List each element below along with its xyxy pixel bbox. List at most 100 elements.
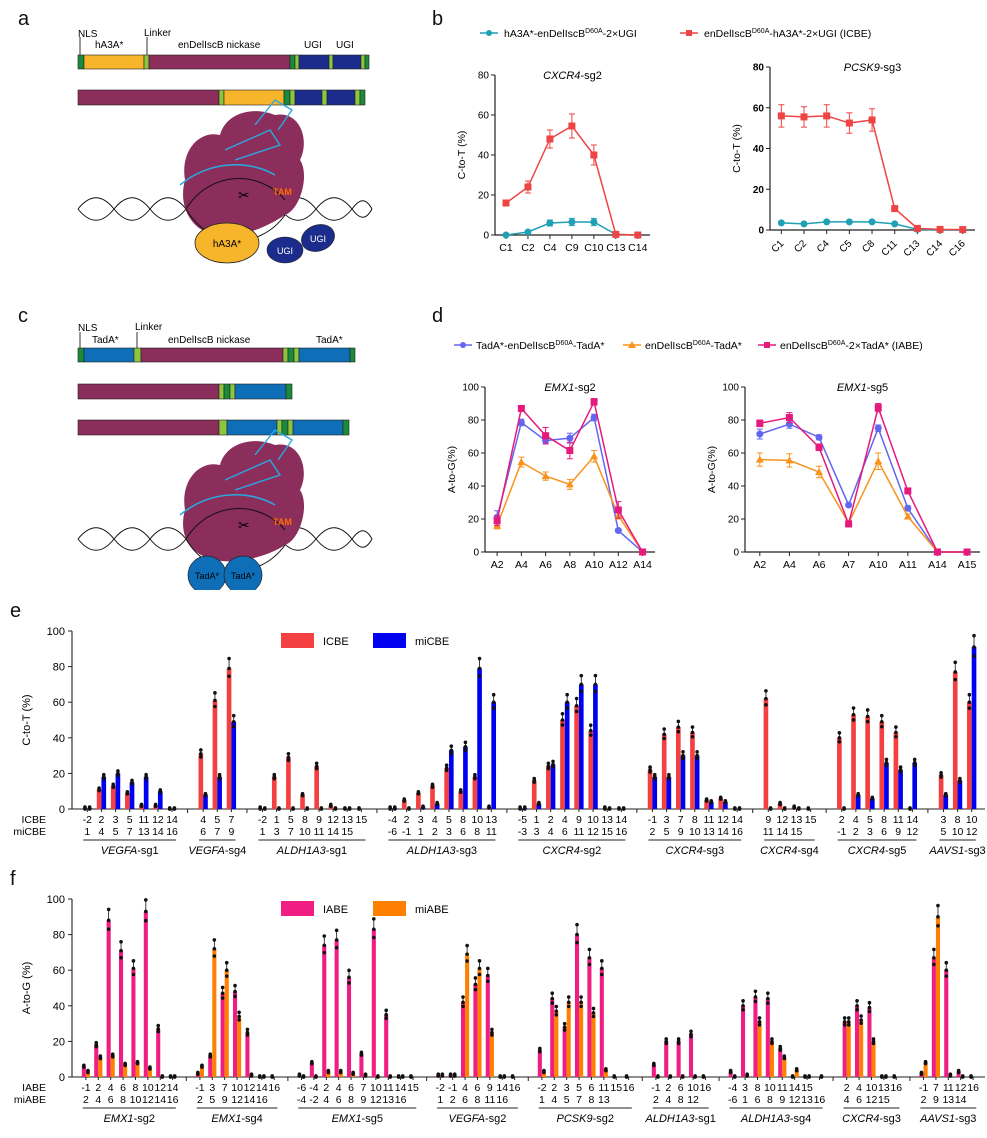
replicate-dot <box>532 780 537 784</box>
bar <box>237 1016 242 1077</box>
y-tick-label: 40 <box>53 733 65 745</box>
position-label-top: 15 <box>610 1082 622 1094</box>
position-label-top: 5 <box>127 814 133 826</box>
position-label-bottom: 10 <box>130 1094 142 1106</box>
scissors-icon-c: ✂ <box>238 517 250 533</box>
replicate-dot <box>936 923 940 928</box>
replicate-dot <box>130 781 134 786</box>
replicate-dot <box>542 1070 546 1075</box>
replicate-dot <box>297 1074 302 1078</box>
position-label-top: 3 <box>113 814 119 826</box>
position-label-top: 5 <box>446 814 452 826</box>
replicate-dot <box>944 974 949 978</box>
panel-b-legend: hA3A*-enDelIscBD60A-2×UGI enDelIscBD60A-… <box>480 28 871 40</box>
position-label-bottom: 6 <box>460 826 466 838</box>
nickase-label-c: enDelIscB nickase <box>168 335 251 346</box>
position-label-top: 3 <box>418 814 424 826</box>
x-tick-label: C13 <box>902 238 923 259</box>
position-label-top: 7 <box>361 1082 367 1094</box>
bar <box>718 798 724 809</box>
replicate-dot <box>664 1041 669 1046</box>
position-label-top: 4 <box>562 814 568 826</box>
position-label-top: 4 <box>856 1082 862 1094</box>
replicate-dot <box>449 748 454 753</box>
replicate-dot <box>884 1075 888 1079</box>
y-axis-label: A-to-G(%) <box>446 446 458 493</box>
panel-letter-d: d <box>432 305 444 327</box>
data-point <box>568 122 576 130</box>
data-point <box>590 414 598 422</box>
bar <box>574 934 580 1077</box>
position-label-top: 4 <box>336 1082 342 1094</box>
replicate-dot <box>156 1029 161 1034</box>
data-point <box>785 414 793 422</box>
position-label-bottom: 4 <box>548 826 554 838</box>
bar <box>359 1053 364 1077</box>
replicate-dot <box>723 800 728 805</box>
row-label: ICBE <box>21 814 46 826</box>
y-tick-label: 100 <box>47 894 65 906</box>
legend-label: miABE <box>415 904 449 916</box>
guide-rna-icon <box>179 163 276 186</box>
bar <box>564 702 570 809</box>
legend-swatch <box>281 901 314 916</box>
panel-d-legend: TadA*-enDelIscBD60A-TadA* enDelIscBD60A-… <box>454 340 923 352</box>
replicate-dot <box>690 725 695 729</box>
replicate-dot <box>551 765 555 769</box>
y-tick-label: 0 <box>483 231 489 242</box>
bar <box>842 1021 847 1077</box>
position-label-bottom: 12 <box>866 1094 878 1106</box>
position-label-bottom: 8 <box>348 1094 354 1106</box>
bar <box>85 1071 91 1077</box>
replicate-dot <box>575 932 579 937</box>
position-label-bottom: 10 <box>689 826 701 838</box>
bar <box>708 801 714 809</box>
bar <box>477 668 482 809</box>
bar <box>477 968 482 1077</box>
data-point <box>502 231 510 239</box>
replicate-dot <box>203 793 208 798</box>
y-tick-label: 60 <box>468 449 480 460</box>
replicate-dot <box>575 940 579 945</box>
replicate-dot <box>227 674 231 679</box>
position-label-bottom: 5 <box>209 1094 215 1106</box>
replicate-dot <box>790 1075 795 1079</box>
legend-swatch <box>281 633 314 648</box>
y-tick-label: 0 <box>733 548 739 559</box>
replicate-dot <box>212 938 217 942</box>
nls-label-c: NLS <box>78 323 98 334</box>
replicate-dot <box>867 1009 872 1014</box>
replicate-dot <box>894 734 898 739</box>
legend-label: miCBE <box>415 636 449 648</box>
data-point <box>913 224 921 232</box>
legend-item-tada-single: enDelIscBD60A-TadA* <box>623 340 742 352</box>
data-point <box>541 472 550 480</box>
chart-title: PCSK9-sg3 <box>844 62 901 74</box>
position-label-bottom: 8 <box>589 1094 595 1106</box>
data-point <box>868 218 876 226</box>
position-label-bottom: 14 <box>154 1094 166 1106</box>
bar <box>232 991 238 1077</box>
bar <box>156 1028 161 1077</box>
position-label-bottom: 2 <box>649 826 655 838</box>
data-point <box>936 225 944 233</box>
replicate-dot <box>919 1072 924 1077</box>
x-tick-label: A2 <box>491 559 504 571</box>
bar <box>794 1069 799 1077</box>
position-label-top: 9 <box>576 814 582 826</box>
replicate-dot <box>465 959 469 963</box>
bar <box>971 647 977 809</box>
replicate-dot <box>305 807 310 811</box>
position-label-top: 16 <box>967 1082 979 1094</box>
x-tick-label: A4 <box>515 559 528 571</box>
replicate-dot <box>680 1075 685 1079</box>
replicate-dot <box>537 802 541 807</box>
position-label-bottom: 9 <box>779 1094 785 1106</box>
bar <box>944 970 949 1077</box>
position-label-bottom: 6 <box>856 1094 862 1106</box>
position-label-top: 16 <box>700 1082 712 1094</box>
replicate-dot <box>565 706 569 710</box>
position-label-bottom: 1 <box>539 1094 545 1106</box>
position-label-bottom: 2 <box>432 826 438 838</box>
position-label-bottom: 2 <box>921 1094 927 1106</box>
